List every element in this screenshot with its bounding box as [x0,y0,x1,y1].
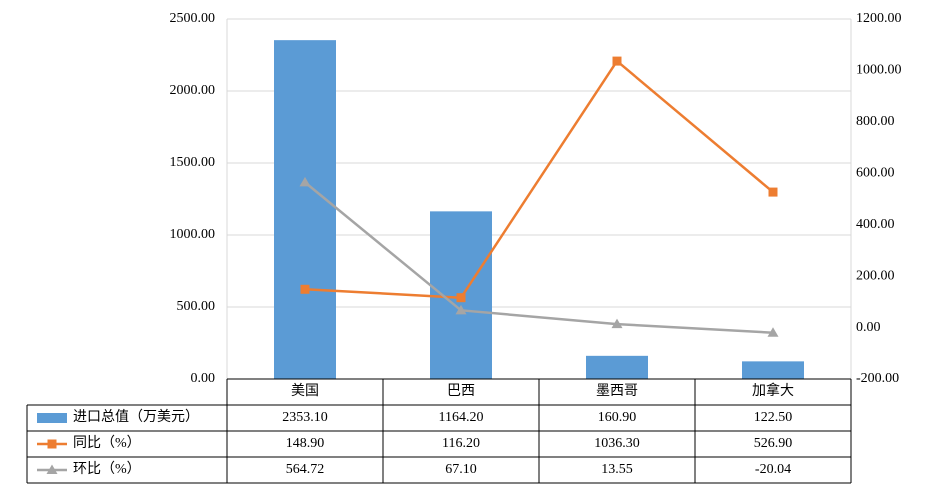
y-right-tick-label: 0.00 [856,320,881,335]
y-right-tick-label: 200.00 [856,268,895,283]
y-left-tick-label: 2500.00 [170,11,216,26]
y-left-tick-label: 0.00 [191,371,216,386]
legend-key-bar [37,413,67,423]
mom-point-3 [767,327,779,337]
y-right-tick-label: 1000.00 [856,63,902,78]
table-cell-value: -20.04 [755,462,791,477]
bar-3 [742,361,804,379]
legend-key-marker [47,439,57,449]
table-cell-value: 160.90 [598,410,637,425]
yoy-point-1 [456,293,466,303]
bar-0 [274,40,336,380]
y-right-tick-label: -200.00 [856,371,899,386]
yoy-point-2 [612,56,622,66]
y-left-tick-label: 500.00 [177,299,216,314]
table-cell-value: 1036.30 [594,436,640,451]
table-cell-value: 526.90 [754,436,793,451]
x-tick-label: 加拿大 [752,382,794,399]
legend-label: 同比（%） [73,435,141,451]
table-cell-value: 564.72 [286,462,325,477]
table-cell-value: 122.50 [754,410,793,425]
legend-label: 环比（%） [73,461,141,477]
mom-line [304,181,774,334]
x-tick-label: 墨西哥 [596,384,638,399]
y-left-tick-label: 2000.00 [170,83,216,98]
x-tick-label: 美国 [291,383,319,399]
y-left-tick-label: 1500.00 [170,155,216,170]
mom-point-1 [455,304,467,315]
x-tick-label: 巴西 [447,384,475,399]
table-cell-value: 2353.10 [282,410,328,425]
y-right-tick-label: 1200.00 [856,11,902,26]
yoy-line [304,59,774,299]
legend-key-marker [46,464,58,474]
table-cell-value: 116.20 [442,436,480,451]
yoy-point-0 [300,284,310,294]
mom-point-2 [611,318,623,329]
y-right-tick-label: 400.00 [856,217,895,232]
y-right-tick-label: 800.00 [856,114,895,129]
yoy-point-3 [768,187,778,197]
y-right-tick-label: 600.00 [856,166,895,181]
mom-point-0 [299,176,311,187]
bar-2 [586,355,648,379]
y-left-tick-label: 1000.00 [170,227,216,242]
table-cell-value: 67.10 [445,462,477,477]
legend-label: 进口总值（万美元） [73,409,199,425]
table-cell-value: 1164.20 [439,410,484,425]
table-cell-value: 148.90 [286,436,325,451]
table-cell-value: 13.55 [601,462,633,477]
